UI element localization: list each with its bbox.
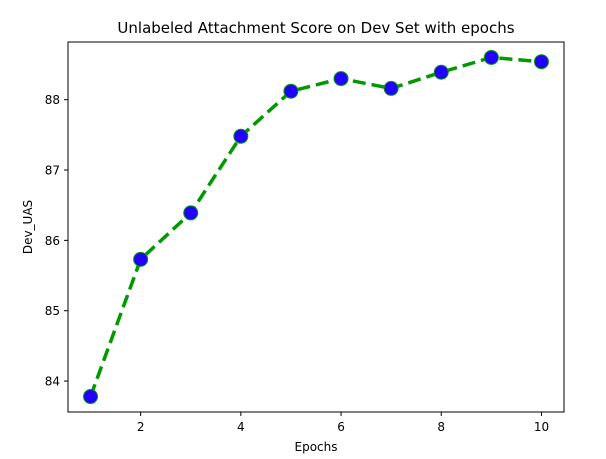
y-tick-label: 85 — [45, 304, 60, 318]
data-point — [333, 71, 349, 87]
y-tick-label: 87 — [45, 164, 60, 178]
y-tick-label: 86 — [45, 234, 60, 248]
series-line — [88, 55, 542, 398]
y-axis: 84 85 86 87 88 — [45, 93, 68, 389]
data-point — [83, 389, 99, 405]
data-point — [383, 80, 399, 96]
x-axis-label: Epochs — [295, 440, 338, 454]
data-point — [133, 251, 149, 267]
data-point — [183, 205, 199, 221]
y-tick-label: 84 — [45, 375, 60, 389]
data-point — [233, 128, 249, 144]
plot-area — [83, 49, 549, 405]
data-point — [283, 83, 299, 99]
x-tick-label: 2 — [137, 420, 145, 434]
plot-frame — [67, 41, 565, 413]
x-tick-label: 10 — [534, 420, 549, 434]
data-point — [533, 54, 549, 70]
x-tick-label: 6 — [337, 420, 345, 434]
y-axis-label: Dev_UAS — [21, 200, 35, 254]
x-axis: 2 4 6 8 10 — [137, 412, 549, 434]
data-point — [433, 64, 449, 80]
y-tick-label: 88 — [45, 93, 60, 107]
chart-title: Unlabeled Attachment Score on Dev Set wi… — [117, 19, 514, 37]
x-tick-label: 4 — [237, 420, 245, 434]
data-point — [483, 49, 499, 65]
x-tick-label: 8 — [437, 420, 445, 434]
